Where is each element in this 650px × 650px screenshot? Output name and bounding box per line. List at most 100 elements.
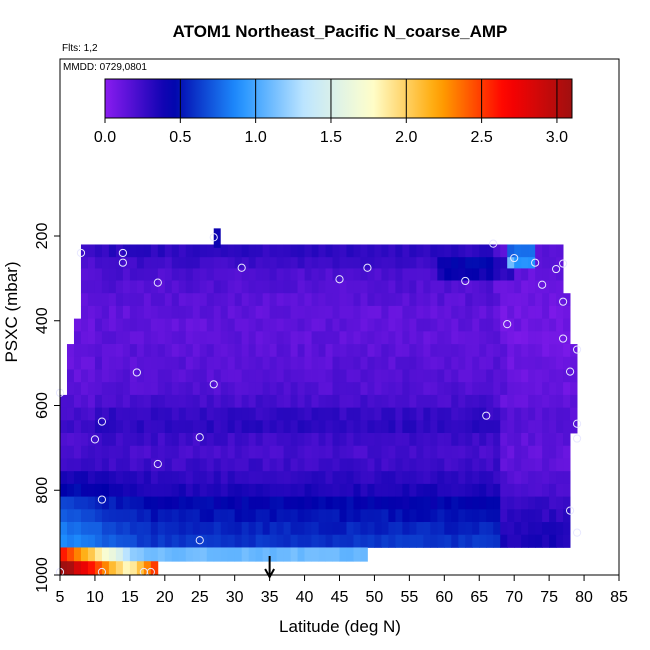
heatmap-cell <box>500 394 508 409</box>
heatmap-cell <box>143 369 152 383</box>
heatmap-cell <box>262 244 271 258</box>
heatmap-cell <box>143 534 152 548</box>
heatmap-cell <box>444 382 452 396</box>
heatmap-cell <box>486 534 494 548</box>
heatmap-cell <box>388 318 396 332</box>
heatmap-cell <box>185 433 194 447</box>
heatmap-cell <box>290 382 298 396</box>
heatmap-cell <box>255 483 264 497</box>
heatmap-cell <box>507 420 515 434</box>
heatmap-cell <box>458 534 466 548</box>
heatmap-cell <box>514 458 522 472</box>
heatmap-cell <box>367 471 375 485</box>
heatmap-cell <box>346 331 354 345</box>
heatmap-cell <box>486 509 494 523</box>
heatmap-cell <box>556 369 564 383</box>
heatmap-cell <box>87 534 96 548</box>
heatmap-cell <box>556 522 564 536</box>
heatmap-cell <box>129 458 138 472</box>
heatmap-cell <box>381 509 389 523</box>
heatmap-cell <box>430 257 438 269</box>
heatmap-cell <box>339 483 347 497</box>
heatmap-cell <box>451 344 459 358</box>
heatmap-cell <box>234 458 243 472</box>
heatmap-cell <box>192 458 201 472</box>
heatmap-cell <box>486 394 494 409</box>
heatmap-cell <box>73 471 82 485</box>
heatmap-cell <box>500 369 508 383</box>
heatmap-cell <box>164 280 173 294</box>
heatmap-cell <box>381 394 389 409</box>
data-point <box>565 506 575 515</box>
heatmap-cell <box>528 394 536 409</box>
heatmap-cell <box>241 509 250 523</box>
heatmap-cell <box>444 257 452 269</box>
heatmap-cell <box>136 293 145 307</box>
heatmap-cell <box>206 369 215 383</box>
heatmap-cell <box>213 407 222 421</box>
heatmap-cell <box>157 280 166 294</box>
heatmap-cell <box>563 293 571 307</box>
heatmap-cell <box>108 369 117 383</box>
heatmap-cell <box>332 257 340 269</box>
heatmap-cell <box>353 356 361 370</box>
heatmap-cell <box>108 458 117 472</box>
heatmap-cell <box>255 445 264 459</box>
heatmap-cell <box>185 471 194 485</box>
x-tick-label: 65 <box>470 589 488 606</box>
heatmap-cell <box>318 458 326 472</box>
heatmap-cell <box>87 458 96 472</box>
heatmap-cell <box>493 257 501 269</box>
heatmap-cell <box>255 244 264 258</box>
heatmap-cell <box>227 382 236 396</box>
heatmap-cell <box>493 458 501 472</box>
x-tick-label: 40 <box>296 589 314 606</box>
heatmap-cell <box>276 331 284 345</box>
heatmap-cell <box>269 509 278 523</box>
heatmap-cell <box>164 268 173 281</box>
heatmap-cell <box>220 394 229 409</box>
heatmap-cell <box>507 522 515 536</box>
heatmap-cell <box>451 293 459 307</box>
data-point <box>559 297 568 306</box>
heatmap-cell <box>500 344 508 358</box>
heatmap-cell <box>227 420 236 434</box>
heatmap-cell <box>60 547 68 562</box>
heatmap-cell <box>346 458 354 472</box>
heatmap-cell <box>178 496 187 510</box>
heatmap-cell <box>395 369 403 383</box>
heatmap-cell <box>325 420 333 434</box>
heatmap-cell <box>171 407 180 421</box>
heatmap-cell <box>430 522 438 536</box>
heatmap-cell <box>213 433 222 447</box>
heatmap-cell <box>234 369 243 383</box>
heatmap-cell <box>318 344 326 358</box>
heatmap-cell <box>136 522 145 536</box>
heatmap-cell <box>521 445 529 459</box>
x-tick-label: 10 <box>86 589 104 606</box>
heatmap-cell <box>269 394 278 409</box>
heatmap-cell <box>311 522 319 536</box>
heatmap-cell <box>150 394 159 409</box>
heatmap-cell <box>297 369 305 383</box>
heatmap-cell <box>234 244 243 258</box>
heatmap-cell <box>528 433 536 447</box>
heatmap-cell <box>521 257 529 269</box>
heatmap-cell <box>451 280 459 294</box>
heatmap-cell <box>185 496 194 510</box>
heatmap-cell <box>339 382 347 396</box>
heatmap-cell <box>87 257 96 269</box>
heatmap-cell <box>283 534 291 548</box>
heatmap-cell <box>94 257 103 269</box>
heatmap-cell <box>535 305 543 320</box>
heatmap-cell <box>213 293 222 307</box>
heatmap-cell <box>458 344 466 358</box>
heatmap-cell <box>416 305 424 320</box>
heatmap-cell <box>528 244 536 258</box>
heatmap-cell <box>248 394 257 409</box>
heatmap-cell <box>304 496 312 510</box>
heatmap-cell <box>465 407 473 421</box>
heatmap-cell <box>206 433 215 447</box>
heatmap-cell <box>283 331 291 345</box>
